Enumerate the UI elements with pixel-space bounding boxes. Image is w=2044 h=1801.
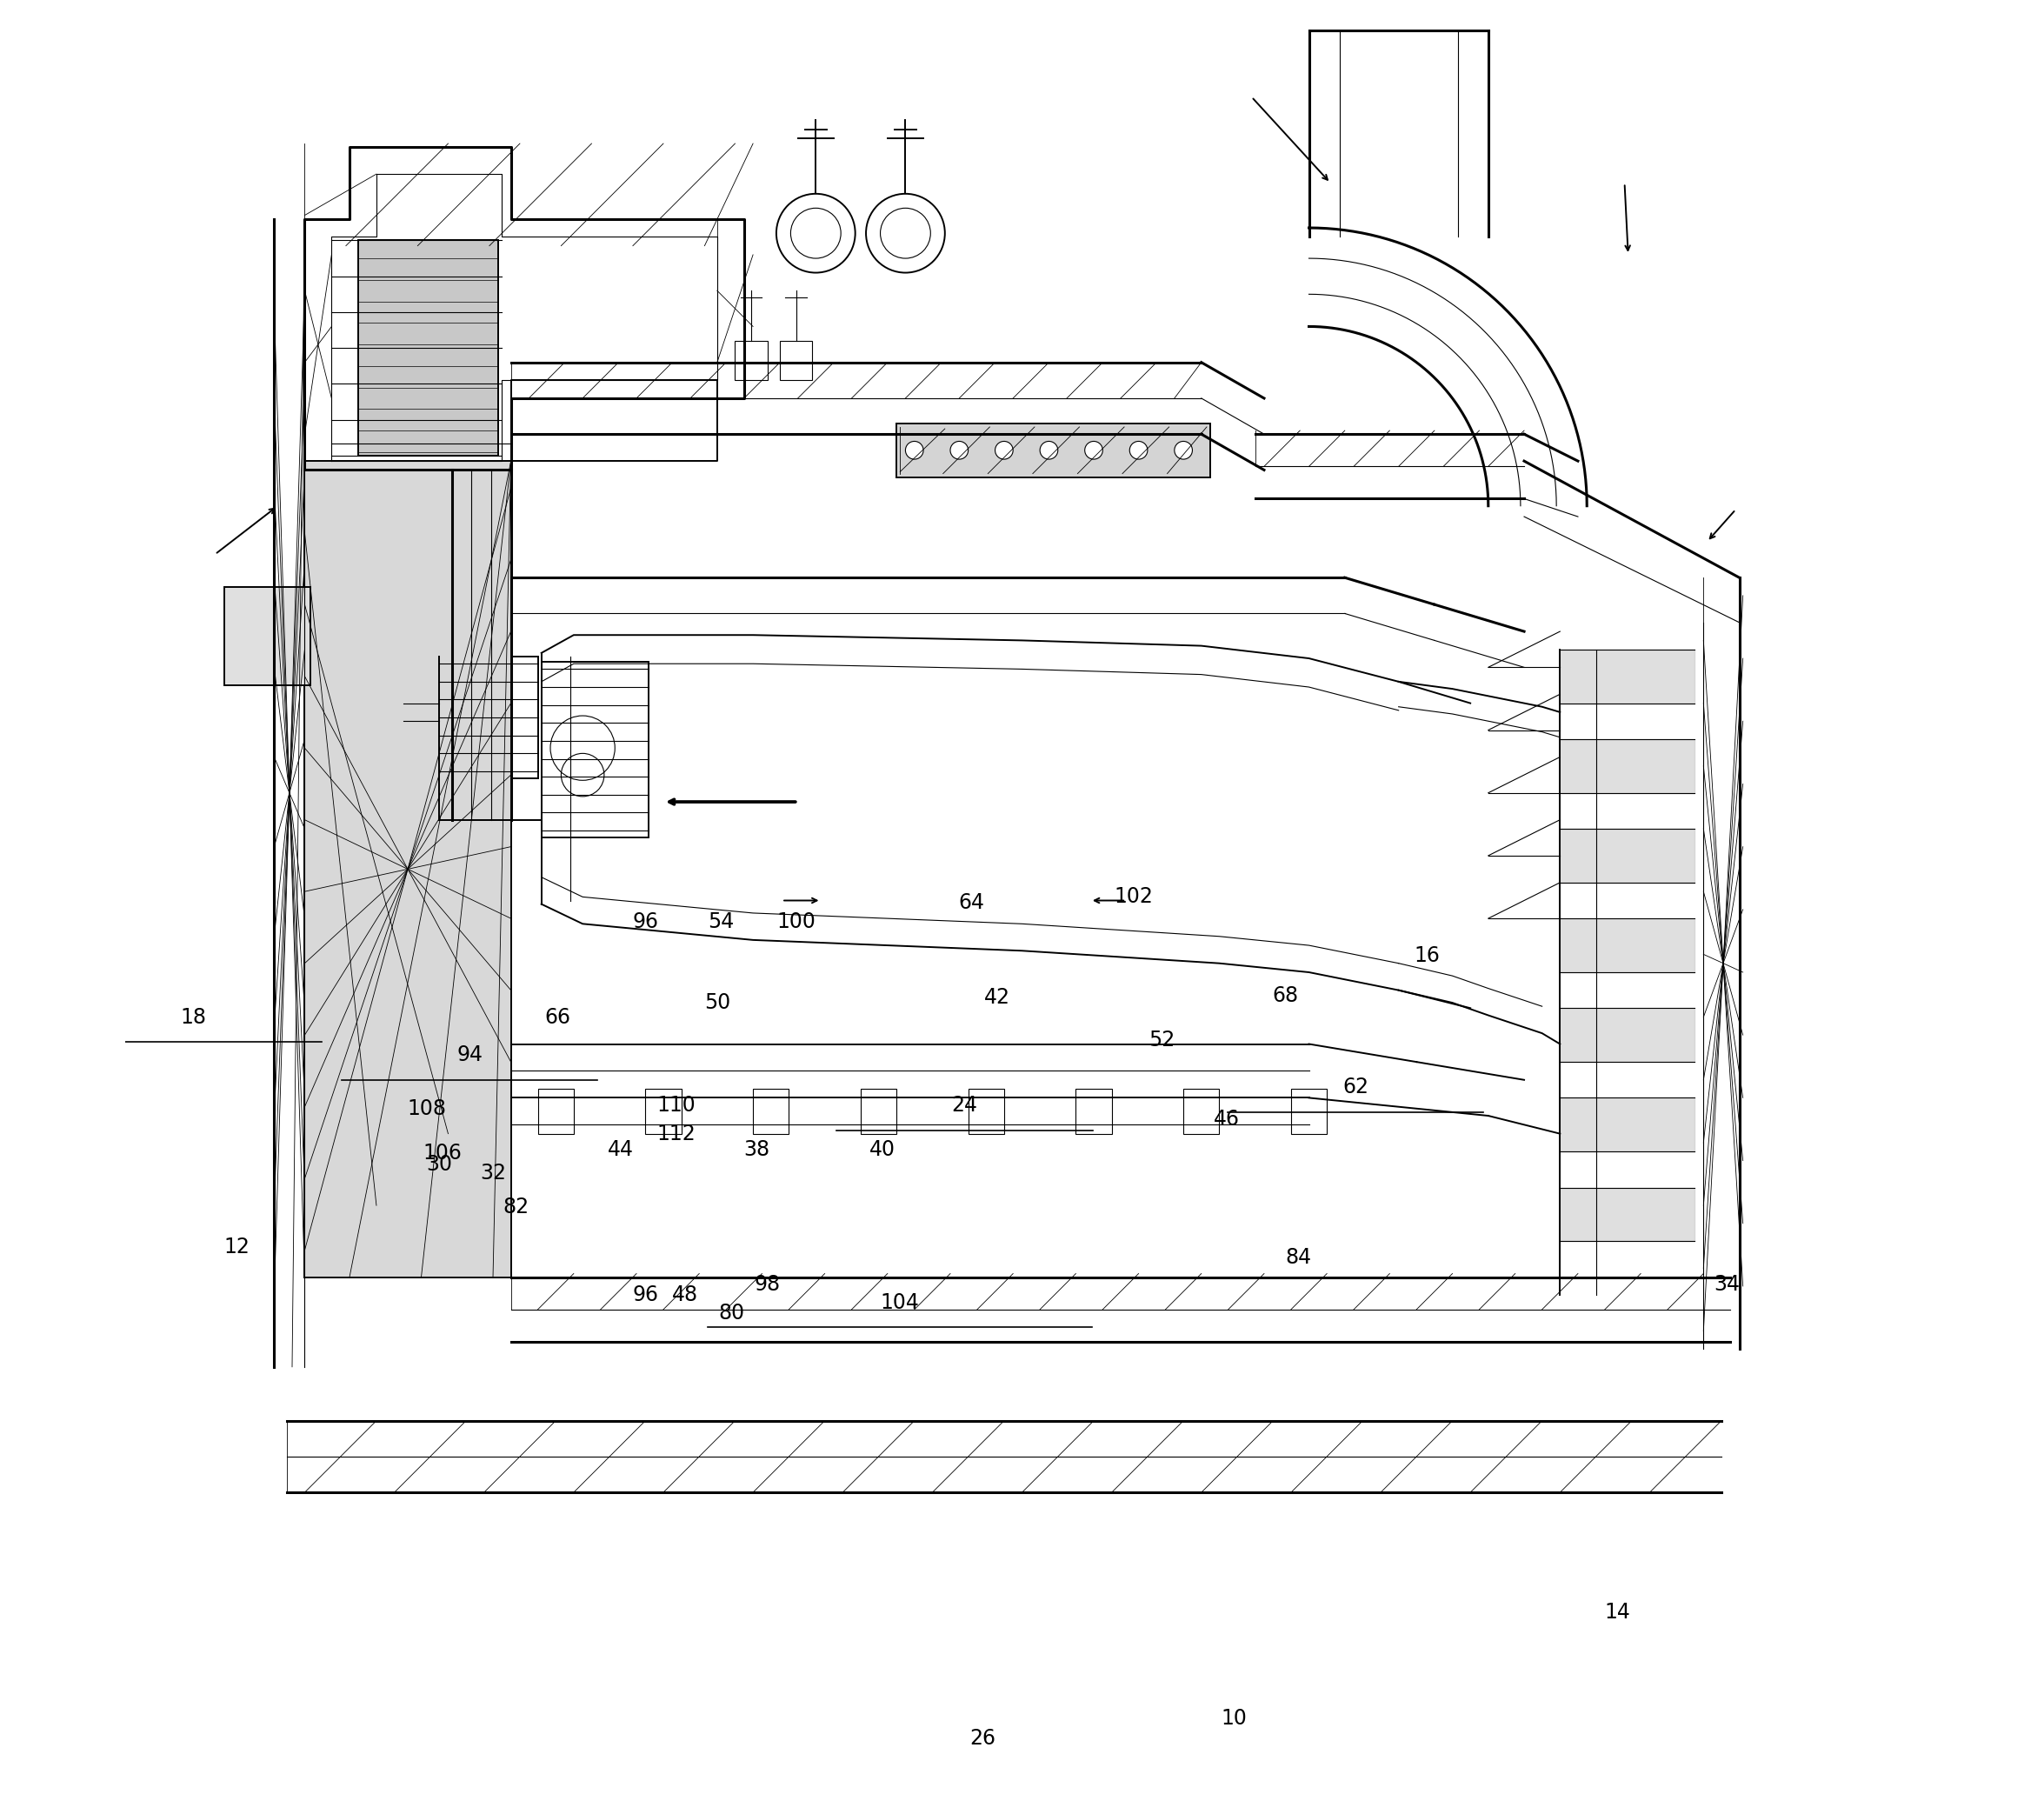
Circle shape	[950, 441, 969, 459]
Text: 62: 62	[1343, 1077, 1369, 1097]
Text: 66: 66	[544, 1007, 570, 1028]
Text: 26: 26	[969, 1727, 995, 1749]
Text: 102: 102	[1114, 886, 1153, 908]
Text: 54: 54	[707, 911, 734, 933]
Bar	[897, 423, 1210, 477]
Text: 84: 84	[1286, 1246, 1312, 1268]
Text: 34: 34	[1713, 1273, 1739, 1295]
Text: 106: 106	[423, 1144, 462, 1163]
Bar	[1183, 1090, 1220, 1133]
Text: 14: 14	[1605, 1603, 1631, 1623]
Text: 110: 110	[656, 1095, 695, 1115]
Circle shape	[995, 441, 1014, 459]
Bar	[969, 1090, 1004, 1133]
Text: 100: 100	[777, 911, 816, 933]
Circle shape	[905, 441, 924, 459]
Text: 30: 30	[425, 1154, 452, 1174]
Text: 42: 42	[983, 987, 1010, 1009]
Circle shape	[1085, 441, 1102, 459]
Text: 24: 24	[953, 1095, 977, 1115]
Text: 32: 32	[480, 1163, 507, 1183]
Text: 52: 52	[1149, 1030, 1175, 1050]
Circle shape	[1130, 441, 1147, 459]
Text: 112: 112	[656, 1124, 695, 1144]
Text: 96: 96	[632, 1284, 658, 1306]
Text: 10: 10	[1220, 1707, 1247, 1729]
Text: 50: 50	[703, 992, 730, 1014]
Bar	[538, 1090, 574, 1133]
Bar	[1075, 1090, 1112, 1133]
Bar	[861, 1090, 897, 1133]
Text: 104: 104	[881, 1291, 920, 1313]
Text: 40: 40	[869, 1140, 895, 1160]
Text: 46: 46	[1214, 1109, 1239, 1129]
Bar	[358, 240, 499, 456]
Bar	[1292, 1090, 1327, 1133]
Bar	[439, 657, 538, 778]
Bar	[305, 461, 511, 1277]
Text: 94: 94	[456, 1045, 482, 1064]
Bar	[542, 663, 650, 837]
Bar	[646, 1090, 681, 1133]
Bar	[781, 340, 811, 380]
Text: 98: 98	[754, 1273, 781, 1295]
Text: 68: 68	[1273, 985, 1298, 1007]
Text: 12: 12	[223, 1235, 249, 1257]
Circle shape	[1040, 441, 1059, 459]
Text: 44: 44	[607, 1140, 634, 1160]
Bar	[736, 340, 766, 380]
Text: 82: 82	[503, 1198, 529, 1217]
Text: 80: 80	[717, 1302, 744, 1324]
Text: 16: 16	[1414, 946, 1441, 967]
Text: 108: 108	[407, 1099, 446, 1118]
Text: 64: 64	[959, 891, 985, 913]
Text: 18: 18	[180, 1007, 206, 1028]
Bar	[752, 1090, 789, 1133]
Bar	[225, 587, 311, 684]
Text: 38: 38	[744, 1140, 771, 1160]
Text: 48: 48	[672, 1284, 697, 1306]
Text: 96: 96	[632, 911, 658, 933]
Circle shape	[1175, 441, 1192, 459]
